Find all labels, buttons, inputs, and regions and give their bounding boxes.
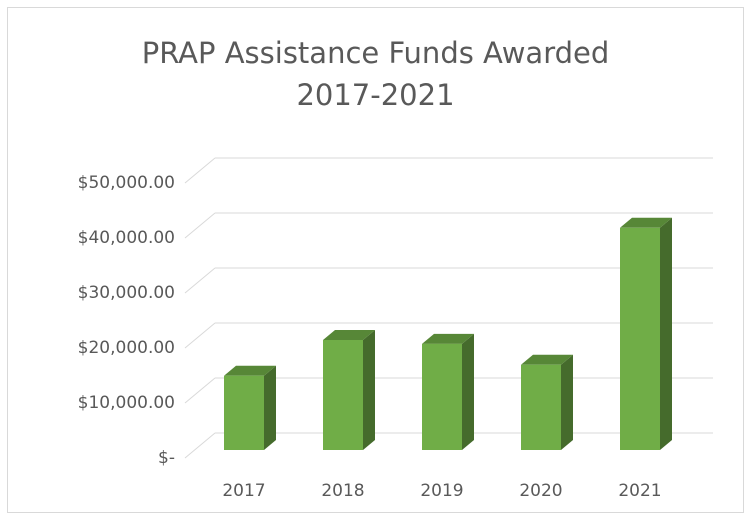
bar-side bbox=[363, 330, 375, 450]
x-tick-label: 2019 bbox=[420, 481, 463, 501]
grid-line-side bbox=[184, 157, 216, 184]
bar-side bbox=[561, 354, 573, 450]
x-tick-label: 2018 bbox=[321, 481, 364, 501]
x-tick-label: 2021 bbox=[618, 481, 661, 501]
grid-line-side bbox=[184, 212, 216, 239]
bar bbox=[521, 364, 561, 450]
y-tick-label: $50,000.00 bbox=[78, 173, 175, 193]
bar-top bbox=[323, 330, 375, 340]
bar-top bbox=[620, 217, 672, 228]
grid-line-side bbox=[184, 322, 216, 349]
bar bbox=[323, 340, 363, 450]
bar bbox=[224, 375, 264, 450]
grid-line-side bbox=[184, 432, 216, 459]
bar-top bbox=[224, 365, 276, 376]
bar-side bbox=[660, 217, 672, 450]
bar-top bbox=[422, 333, 474, 344]
x-tick-label: 2020 bbox=[519, 481, 562, 501]
y-tick-label: $40,000.00 bbox=[78, 228, 175, 248]
grid-line-side bbox=[184, 377, 216, 404]
x-tick-label: 2017 bbox=[222, 481, 265, 501]
bar bbox=[422, 343, 462, 450]
y-tick-label: $20,000.00 bbox=[78, 338, 175, 358]
grid-line-side bbox=[184, 267, 216, 294]
bar-side bbox=[264, 365, 276, 450]
bar bbox=[620, 227, 660, 450]
bar-side bbox=[462, 333, 474, 450]
y-tick-label: $10,000.00 bbox=[78, 393, 175, 413]
y-tick-label: $30,000.00 bbox=[78, 283, 175, 303]
bar-top bbox=[521, 354, 573, 365]
chart-title: PRAP Assistance Funds Awarded 2017-2021 bbox=[141, 36, 610, 112]
y-tick-label: $- bbox=[158, 448, 175, 468]
